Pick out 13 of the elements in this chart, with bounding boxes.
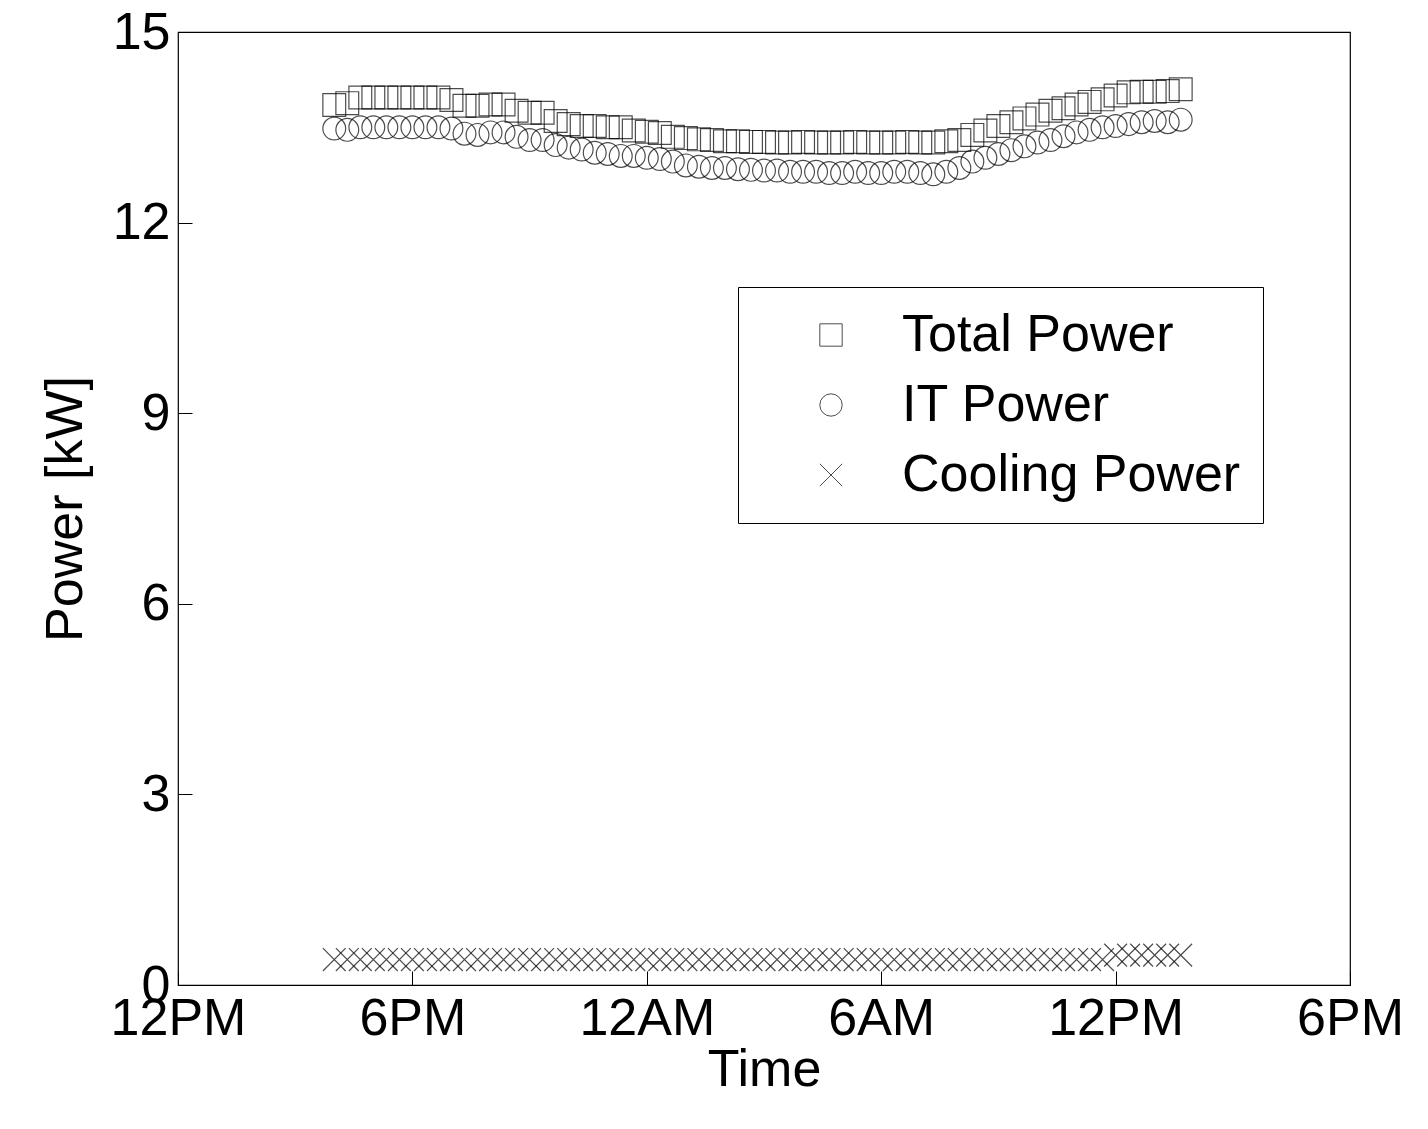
y-tick-label: 3 <box>141 763 171 822</box>
y-tick-label: 15 <box>112 1 171 60</box>
x-tick-label: 12PM <box>1048 987 1185 1046</box>
x-tick-label: 6AM <box>828 987 936 1046</box>
y-tick-label: 12 <box>112 192 171 251</box>
x-tick-label: 6PM <box>1297 987 1404 1046</box>
y-tick-label: 6 <box>141 573 171 632</box>
legend-label: Total Power <box>902 304 1174 362</box>
y-axis-title: Power [kW] <box>34 376 93 642</box>
x-tick-label: 6PM <box>359 987 467 1046</box>
legend-label: IT Power <box>902 374 1110 432</box>
legend-label: Cooling Power <box>902 444 1241 502</box>
y-tick-label: 9 <box>141 382 171 441</box>
